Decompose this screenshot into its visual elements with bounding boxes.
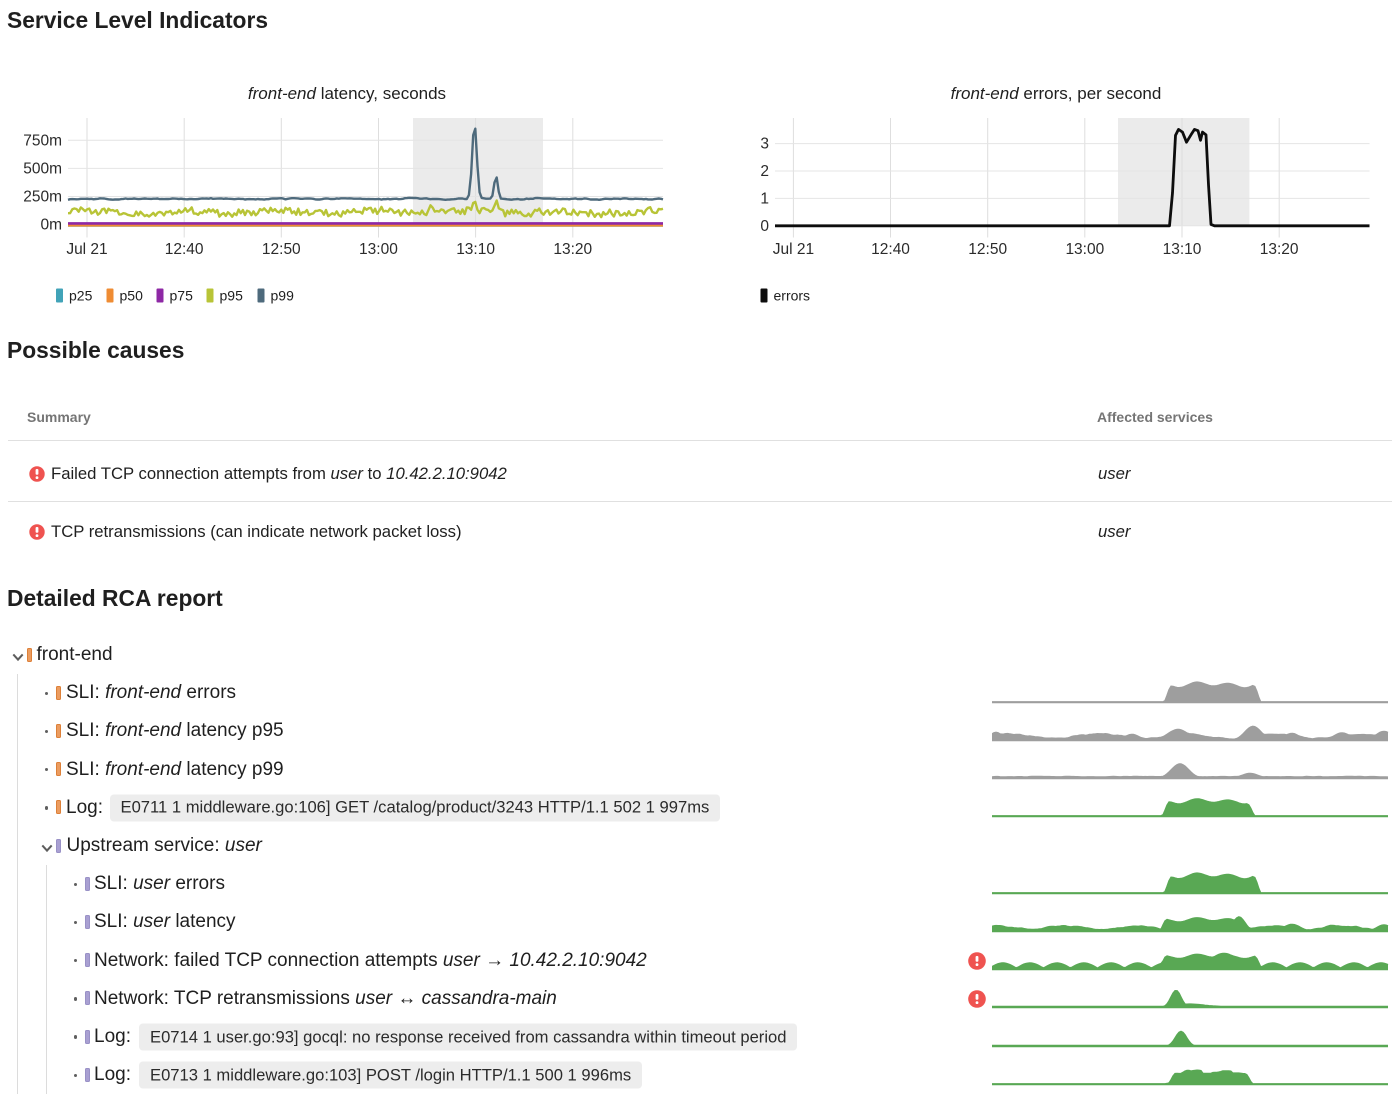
svg-text:front-end latency, seconds: front-end latency, seconds	[248, 84, 446, 103]
svg-text:p99: p99	[271, 288, 295, 304]
svg-text:13:10: 13:10	[1163, 241, 1202, 258]
svg-text:0: 0	[760, 218, 769, 235]
svg-text:12:40: 12:40	[871, 241, 910, 258]
svg-text:Jul 21: Jul 21	[66, 241, 107, 258]
svg-text:12:50: 12:50	[968, 241, 1007, 258]
svg-text:front-end errors, per second: front-end errors, per second	[951, 84, 1162, 103]
svg-text:p25: p25	[69, 288, 93, 304]
svg-text:13:10: 13:10	[456, 241, 495, 258]
svg-text:12:40: 12:40	[165, 241, 204, 258]
svg-text:13:20: 13:20	[553, 241, 592, 258]
svg-text:13:00: 13:00	[359, 241, 398, 258]
svg-text:500m: 500m	[23, 160, 62, 177]
svg-text:1: 1	[760, 190, 769, 207]
svg-text:3: 3	[760, 136, 769, 153]
svg-text:Jul 21: Jul 21	[773, 241, 814, 258]
svg-text:13:20: 13:20	[1260, 241, 1299, 258]
svg-text:13:00: 13:00	[1065, 241, 1104, 258]
svg-text:750m: 750m	[23, 132, 62, 149]
svg-text:p50: p50	[120, 288, 144, 304]
svg-text:p95: p95	[220, 288, 244, 304]
svg-text:errors: errors	[774, 288, 811, 304]
svg-text:250m: 250m	[23, 189, 62, 206]
svg-text:2: 2	[760, 163, 769, 180]
svg-text:0m: 0m	[40, 217, 62, 234]
svg-text:12:50: 12:50	[262, 241, 301, 258]
svg-text:p75: p75	[170, 288, 194, 304]
